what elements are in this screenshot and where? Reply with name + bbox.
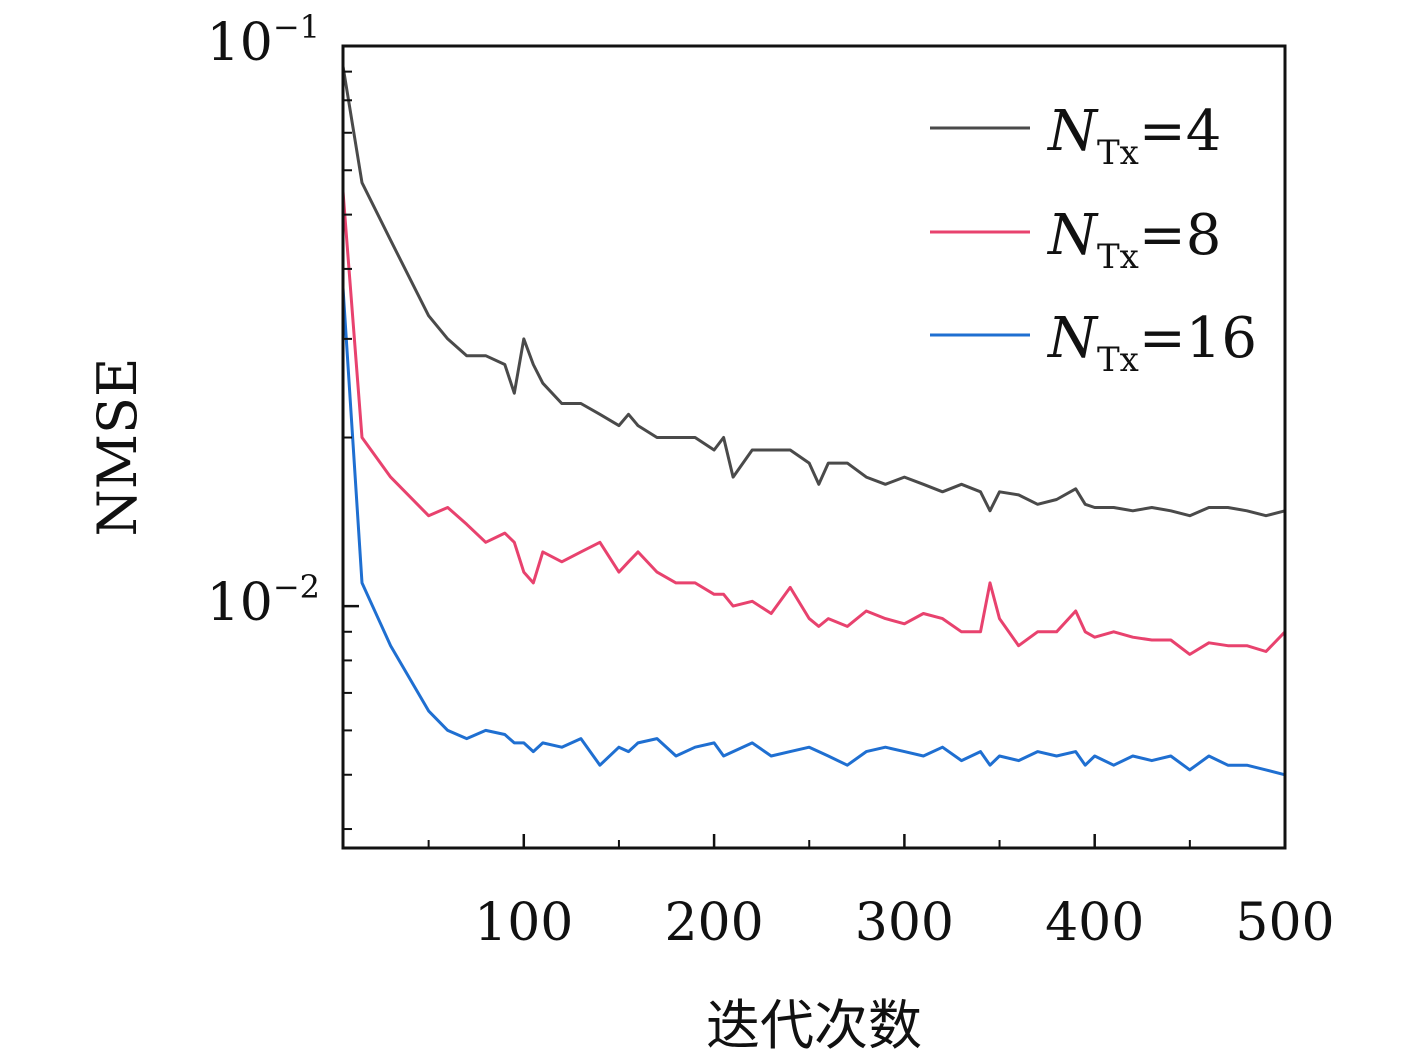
plot-frame <box>341 44 1287 850</box>
x-tick-label: 200 <box>664 893 763 953</box>
y-tick-label: 10−1 <box>207 8 320 73</box>
x-axis-title: 迭代次数 <box>706 994 922 1057</box>
series-lines <box>341 66 1287 777</box>
x-tick-label: 500 <box>1235 893 1334 953</box>
series-line-1 <box>341 191 1287 656</box>
y-axis-title: NMSE <box>86 358 149 537</box>
x-axis-ticks: 100 200 300 400 500 <box>427 834 1335 953</box>
series-line-0 <box>341 66 1286 518</box>
legend-label-0: NTx=4 <box>1046 99 1221 173</box>
legend: NTx=4 NTx=8 NTx=16 <box>930 99 1257 380</box>
x-tick-label: 100 <box>474 893 573 953</box>
series-line-2 <box>341 287 1286 777</box>
x-tick-label: 400 <box>1045 893 1144 953</box>
y-tick-label: 10−2 <box>207 568 320 633</box>
legend-label-1: NTx=8 <box>1046 203 1221 277</box>
legend-label-2: NTx=16 <box>1046 306 1257 380</box>
y-axis-ticks: 10−1 10−2 <box>207 8 359 831</box>
x-tick-label: 300 <box>855 893 954 953</box>
